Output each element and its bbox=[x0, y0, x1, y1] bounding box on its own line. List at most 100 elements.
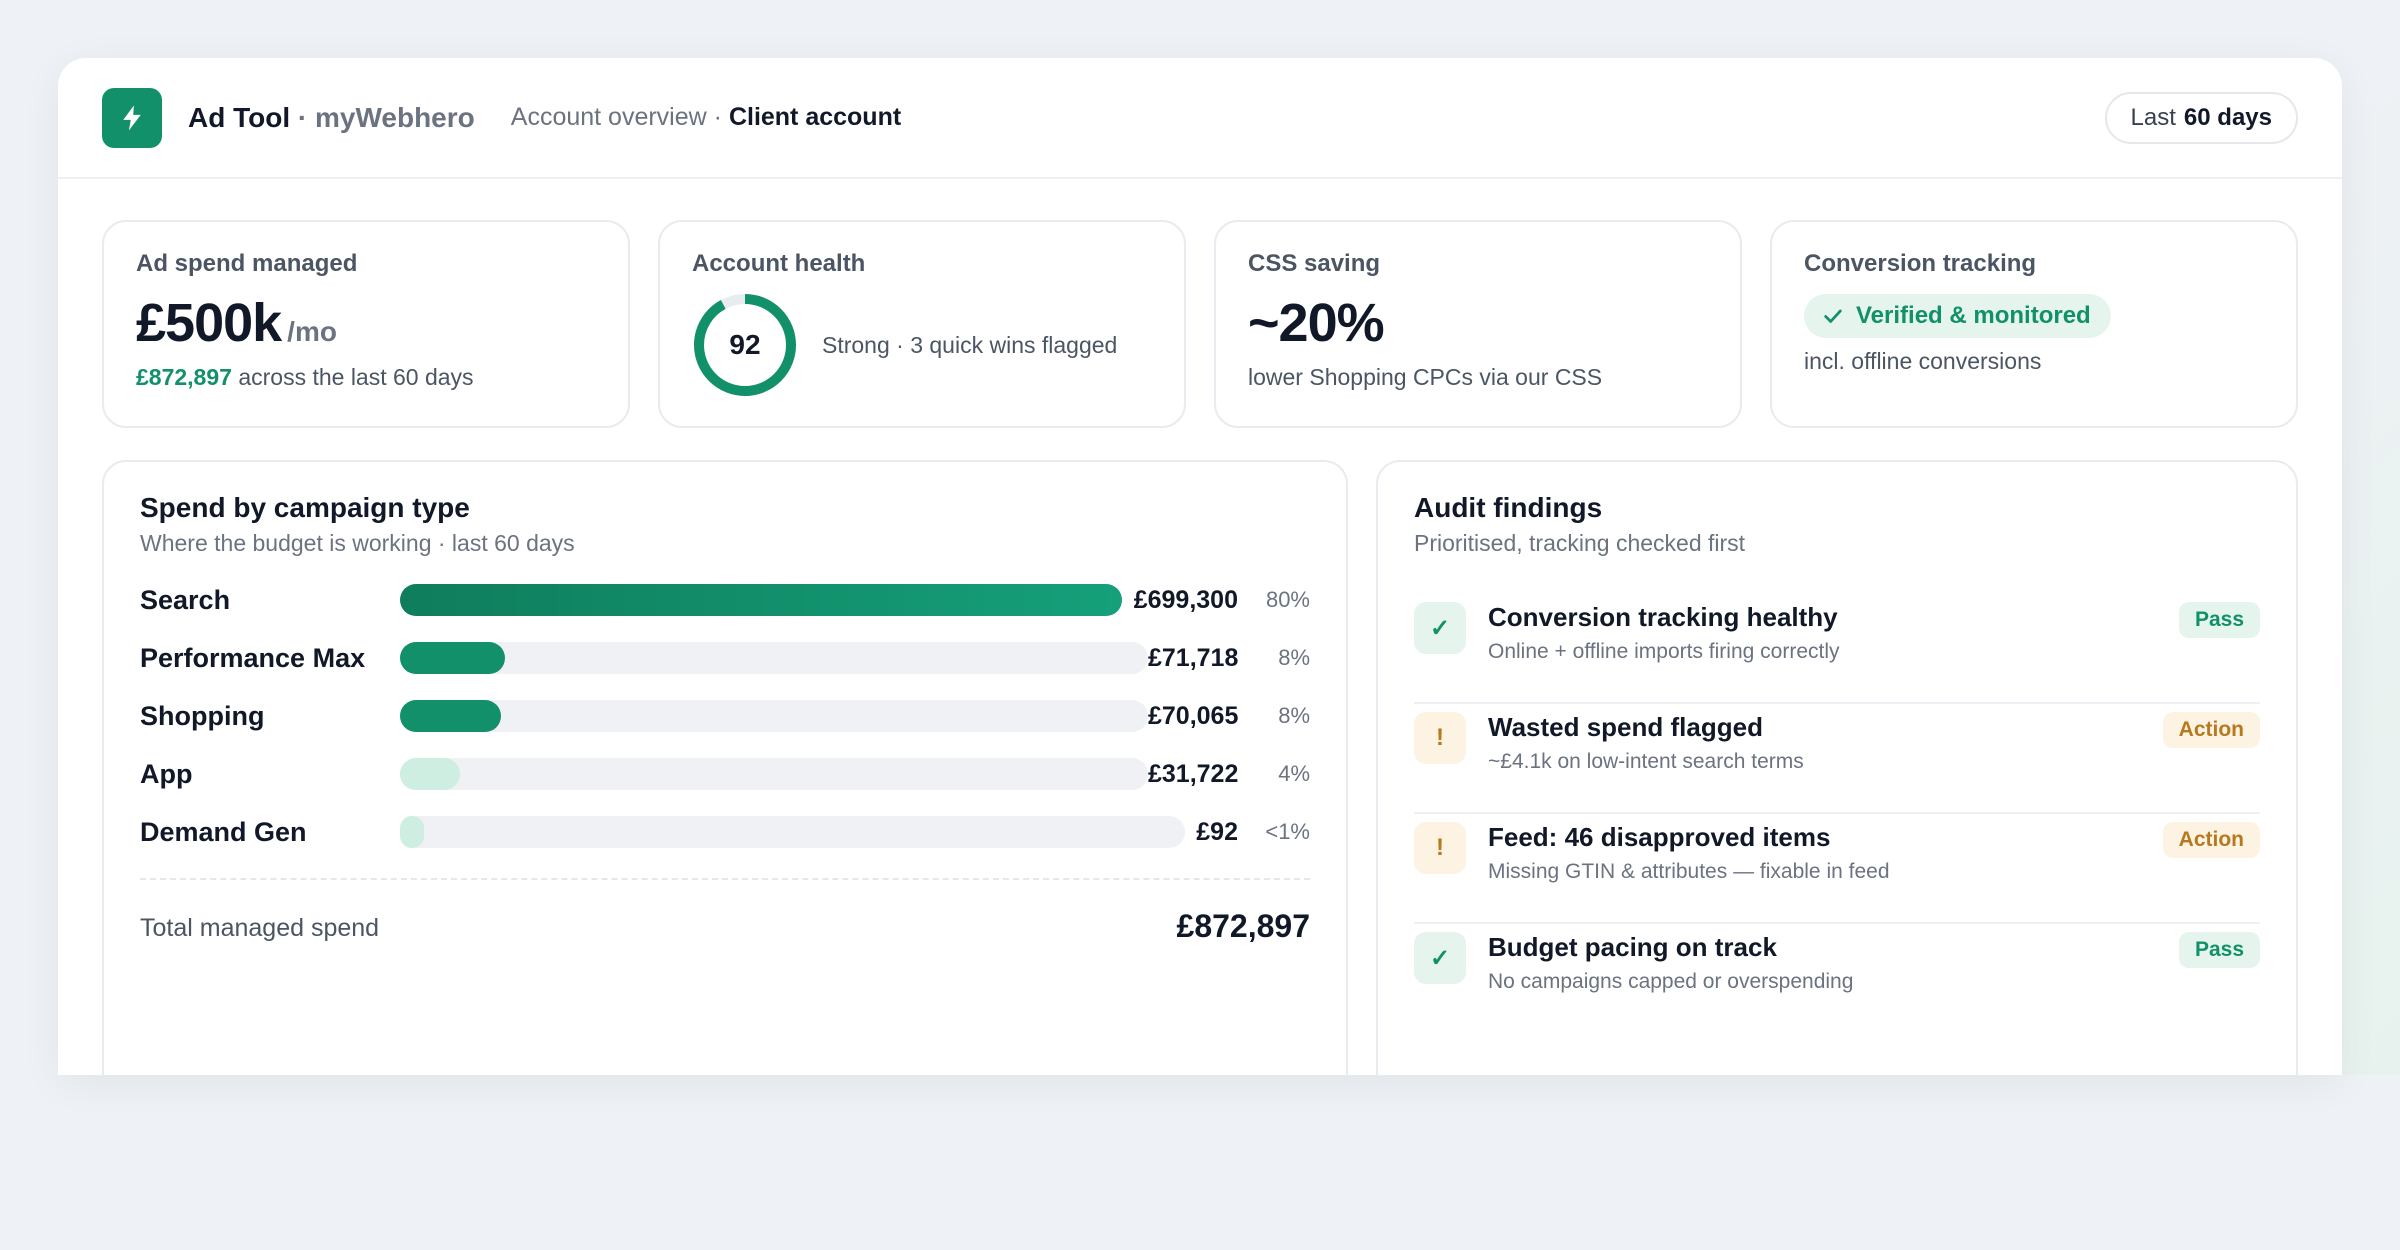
campaign-spend-value: £92 bbox=[1196, 817, 1238, 846]
total-label: Total managed spend bbox=[140, 914, 380, 942]
campaign-spend-value: £71,718 bbox=[1148, 643, 1239, 672]
kpi-label: Ad spend managed bbox=[136, 250, 358, 277]
campaign-spend-percent: <1% bbox=[1265, 819, 1310, 844]
spend-bar-track bbox=[400, 758, 1148, 790]
audit-finding-item[interactable]: ! Wasted spend flagged ~£4.1k on low-inten… bbox=[1414, 704, 2260, 814]
breadcrumb-separator: · bbox=[713, 103, 722, 131]
status-badge: Pass bbox=[2178, 602, 2260, 638]
range-prefix: Last bbox=[2130, 104, 2176, 131]
campaign-spend-percent: 4% bbox=[1278, 761, 1310, 786]
lightning-bolt-icon bbox=[123, 105, 141, 130]
dashed-divider bbox=[140, 878, 1310, 880]
finding-title: Feed: 46 disapproved items bbox=[1488, 822, 1831, 852]
total-value: £872,897 bbox=[1176, 908, 1310, 944]
check-icon: ✓ bbox=[1414, 602, 1466, 654]
brand-title: Ad Tool · myWebhero bbox=[188, 102, 475, 134]
ad-spend-value: £500k bbox=[136, 293, 282, 353]
health-row: 92 Strong · 3 quick wins flagged bbox=[692, 292, 1152, 398]
finding-description: No campaigns capped or overspending bbox=[1488, 970, 1854, 993]
finding-description: Online + offline imports firing correctl… bbox=[1488, 640, 1840, 663]
kpi-subtext: £872,897 across the last 60 days bbox=[136, 364, 596, 391]
finding-title: Budget pacing on track bbox=[1488, 932, 1777, 962]
campaign-label: Demand Gen bbox=[140, 816, 307, 847]
kpi-row: Ad spend managed £500k/mo £872,897 acros… bbox=[102, 220, 2298, 428]
breadcrumb-parent[interactable]: Account overview bbox=[510, 103, 707, 131]
check-icon: ✓ bbox=[1414, 932, 1466, 984]
campaign-label: Performance Max bbox=[140, 642, 366, 673]
app-window: Ad Tool · myWebhero Account overview · C… bbox=[58, 58, 2342, 1075]
campaign-label: Search bbox=[140, 584, 231, 615]
spend-bar-fill bbox=[400, 758, 460, 790]
panel-title: Audit findings bbox=[1414, 492, 1603, 523]
spend-bar-track bbox=[400, 642, 1148, 674]
spend-bar-track bbox=[400, 700, 1148, 732]
range-value: 60 days bbox=[2183, 104, 2272, 131]
verified-badge: Verified & monitored bbox=[1804, 294, 2111, 338]
health-score-ring: 92 bbox=[692, 292, 798, 398]
campaign-spend-percent: 80% bbox=[1265, 587, 1310, 612]
breadcrumb-current: Client account bbox=[728, 103, 902, 131]
spend-bar-fill bbox=[400, 642, 505, 674]
finding-title: Wasted spend flagged bbox=[1488, 712, 1763, 742]
panel-subtitle: Where the budget is working · last 60 da… bbox=[140, 530, 575, 556]
kpi-card-account-health: Account health 92 Strong · 3 quick wins … bbox=[658, 220, 1186, 428]
kpi-card-conversion-tracking: Conversion tracking Verified & monitored… bbox=[1770, 220, 2298, 428]
campaign-label: App bbox=[140, 758, 193, 789]
breadcrumb: Account overview · Client account bbox=[511, 103, 901, 132]
campaign-row[interactable]: Shopping £70,065 8% bbox=[140, 696, 1310, 736]
health-score: 92 bbox=[729, 329, 761, 360]
campaign-row[interactable]: Performance Max £71,718 8% bbox=[140, 638, 1310, 678]
spend-bar-fill bbox=[400, 816, 424, 848]
kpi-label: Account health bbox=[692, 250, 866, 277]
finding-description: Missing GTIN & attributes — fixable in f… bbox=[1488, 860, 1890, 883]
verified-badge-label: Verified & monitored bbox=[1856, 302, 2091, 329]
spend-bar-fill bbox=[400, 700, 501, 732]
status-badge: Pass bbox=[2178, 932, 2260, 968]
app-name: Ad Tool bbox=[188, 101, 291, 133]
spend-bar-fill bbox=[400, 584, 1122, 616]
client-name: myWebhero bbox=[315, 101, 475, 133]
audit-finding-item[interactable]: ! Feed: 46 disapproved items Missing GTIN … bbox=[1414, 814, 2260, 924]
brand-separator: · bbox=[297, 101, 308, 133]
kpi-card-ad-spend: Ad spend managed £500k/mo £872,897 acros… bbox=[102, 220, 630, 428]
total-spend-highlight: £872,897 bbox=[136, 364, 232, 390]
campaign-row[interactable]: App £31,722 4% bbox=[140, 754, 1310, 794]
health-ring-graphic bbox=[694, 294, 796, 396]
css-saving-subtext: lower Shopping CPCs via our CSS bbox=[1248, 364, 1603, 390]
campaign-row[interactable]: Demand Gen £92 <1% bbox=[140, 812, 1310, 852]
health-summary: Strong · 3 quick wins flagged bbox=[822, 331, 1118, 358]
panel-subtitle: Prioritised, tracking checked first bbox=[1414, 530, 1746, 556]
spend-bar-track bbox=[400, 584, 1122, 616]
kpi-label: CSS saving bbox=[1248, 250, 1381, 277]
kpi-label: Conversion tracking bbox=[1804, 250, 2037, 277]
status-badge: Action bbox=[2162, 822, 2260, 858]
campaign-spend-value: £31,722 bbox=[1148, 759, 1239, 788]
check-icon bbox=[1824, 309, 1842, 323]
campaign-label: Shopping bbox=[140, 700, 265, 731]
warning-icon: ! bbox=[1414, 712, 1466, 764]
kpi-card-css-saving: CSS saving ~20% lower Shopping CPCs via … bbox=[1214, 220, 1742, 428]
campaign-row[interactable]: Search £699,300 80% bbox=[140, 580, 1310, 620]
spend-period-text: across the last 60 days bbox=[231, 364, 474, 390]
css-saving-value: ~20% bbox=[1248, 293, 1385, 353]
spend-by-campaign-panel: Spend by campaign type Where the budget … bbox=[102, 460, 1348, 1075]
ad-spend-unit: /mo bbox=[287, 316, 337, 347]
audit-findings-panel: Audit findings Prioritised, tracking che… bbox=[1376, 460, 2298, 1075]
finding-title: Conversion tracking healthy bbox=[1488, 602, 1838, 632]
audit-finding-item[interactable]: ✓ Budget pacing on track No campaigns capp… bbox=[1414, 924, 2260, 1034]
finding-description: ~£4.1k on low-intent search terms bbox=[1488, 750, 1804, 773]
warning-icon: ! bbox=[1414, 822, 1466, 874]
campaign-spend-percent: 8% bbox=[1278, 703, 1310, 728]
campaign-spend-value: £699,300 bbox=[1133, 585, 1238, 614]
audit-finding-item[interactable]: ✓ Conversion tracking healthy Online + off… bbox=[1414, 594, 2260, 704]
date-range-selector[interactable]: Last 60 days bbox=[2104, 92, 2298, 144]
top-bar: Ad Tool · myWebhero Account overview · C… bbox=[58, 58, 2342, 179]
kpi-value: £500k/mo bbox=[136, 292, 596, 354]
status-badge: Action bbox=[2162, 712, 2260, 748]
campaign-spend-percent: 8% bbox=[1278, 645, 1310, 670]
app-logo[interactable] bbox=[102, 87, 162, 148]
panel-title: Spend by campaign type bbox=[140, 492, 470, 523]
spend-bar-track bbox=[400, 816, 1185, 848]
tracking-subtext: incl. offline conversions bbox=[1804, 348, 2042, 374]
campaign-spend-value: £70,065 bbox=[1148, 701, 1239, 730]
